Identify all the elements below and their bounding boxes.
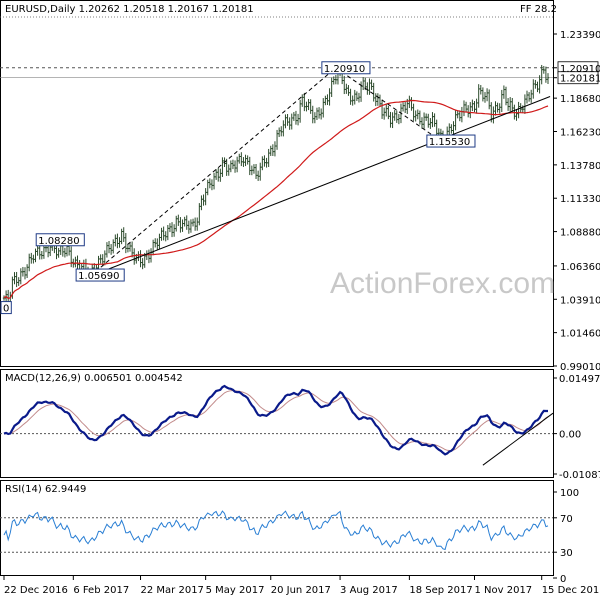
axes: 1.233901.209101.201811.186801.162301.137… [3, 30, 600, 596]
x-tick-label: 6 Feb 2017 [73, 585, 129, 596]
y-tick-label: 1.20181 [560, 74, 600, 85]
x-tick-label: 3 Aug 2017 [340, 585, 398, 596]
x-tick-label: 1 Nov 2017 [474, 585, 532, 596]
x-tick-label: 15 Dec 2017 [542, 585, 600, 596]
y-tick-label: 1.08880 [560, 228, 600, 239]
x-tick-label: 22 Dec 2016 [4, 585, 68, 596]
price-annotation: 1.15530 [426, 134, 476, 148]
annotation-label: 1.05690 [78, 271, 119, 282]
annotation-label: 1.08280 [38, 236, 79, 247]
y-tick-label: 1.01460 [560, 329, 600, 340]
price-annotation: 1.05690 [75, 268, 125, 282]
price-series: 1.08280 1.05690 1.20910 1.15530 0 [0, 16, 553, 315]
price-annotation: 1.20910 [321, 61, 371, 75]
watermark: ActionForex.com [330, 267, 555, 300]
macd-y-tick-label: 0.00 [559, 430, 581, 441]
trendline [89, 96, 551, 277]
annotation-label: 1.15530 [429, 137, 470, 148]
macd-trendline [482, 412, 554, 466]
y-tick-label: 1.16230 [560, 128, 600, 139]
macd-header: MACD(12,26,9) 0.006501 0.004542 [5, 373, 183, 384]
x-tick-label: 18 Sep 2017 [409, 585, 472, 596]
price-bar [546, 73, 550, 84]
rsi-line [3, 510, 549, 551]
price-annotation: 0 [0, 301, 12, 315]
annotation-label: 0 [3, 304, 9, 315]
x-tick-label: 5 May 2017 [206, 585, 265, 596]
macd-panel [0, 369, 554, 478]
y-tick-label: 1.11330 [560, 194, 600, 205]
y-tick-label: 1.13780 [560, 161, 600, 172]
y-tick-label: 1.18680 [560, 94, 600, 105]
rsi-y-tick-label: 0 [560, 574, 566, 585]
macd-line [3, 384, 548, 456]
y-tick-label: 1.03910 [560, 295, 600, 306]
rsi-y-tick-label: 100 [560, 488, 579, 499]
trendline [89, 67, 337, 277]
x-tick-label: 20 Jun 2017 [271, 585, 331, 596]
macd-signal-line [3, 389, 549, 452]
macd-series [0, 384, 554, 466]
x-tick-label: 22 Mar 2017 [141, 585, 204, 596]
rsi-panel [0, 480, 554, 576]
rsi-header: RSI(14) 62.9449 [5, 484, 86, 495]
rsi-y-tick-label: 70 [560, 514, 573, 525]
y-tick-label: 1.20910 [560, 64, 600, 75]
macd-y-tick-label: -0.010873 [559, 470, 600, 481]
main-header: EURUSD,Daily 1.20262 1.20518 1.20167 1.2… [5, 4, 254, 15]
y-tick-label: 1.23390 [560, 30, 600, 41]
y-tick-label: 0.99010 [560, 362, 600, 373]
ff-marker: FF 28.2 [520, 4, 557, 15]
rsi-series [0, 510, 553, 553]
moving-average-line [3, 99, 549, 300]
price-annotation: 1.08280 [35, 233, 85, 247]
rsi-y-tick-label: 30 [560, 548, 573, 559]
annotation-label: 1.20910 [324, 64, 365, 75]
main-panel [0, 0, 554, 367]
y-tick-label: 1.06360 [560, 262, 600, 273]
trendline [335, 67, 442, 142]
macd-y-tick-label: 0.014974 [559, 374, 600, 385]
